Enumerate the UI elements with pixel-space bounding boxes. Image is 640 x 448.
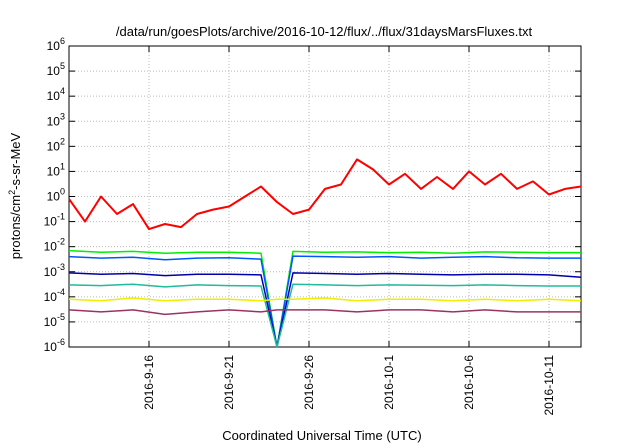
y-tick-label: 10-3 [44,262,65,279]
y-axis-label: protons/cm2-s-sr-MeV [7,132,23,259]
y-tick-label: 10-6 [44,337,65,354]
y-tick-label: 10-1 [44,212,65,229]
x-tick-label: 2016-9-26 [302,355,316,410]
y-tick-label: 102 [47,136,65,153]
y-tick-label: 10-5 [44,312,65,329]
x-tick-label: 2016-9-21 [222,355,236,410]
series-line-1 [68,158,582,231]
x-tick-label: 2016-10-11 [542,355,556,416]
y-tick-label: 103 [47,111,65,128]
y-tick-label: 10-2 [44,237,65,254]
series-line-3 [68,255,581,348]
y-tick-label: 101 [47,161,65,178]
y-axis-label-part: protons/cm [8,195,23,259]
x-axis-label: Coordinated Universal Time (UTC) [222,428,421,443]
grid-lines [69,46,581,347]
x-axis-ticks: 2016-9-16 2016-9-21 2016-9-26 2016-10-1 2016… [142,46,556,416]
series-line-7 [68,309,581,316]
series-line-4 [68,272,582,348]
series-line-2 [68,249,581,348]
y-tick-label: 104 [47,86,65,103]
x-tick-label: 2016-10-1 [382,355,396,410]
y-axis-label-part: -s-sr-MeV [8,132,23,189]
series-lines [68,158,582,348]
y-tick-label: 106 [47,36,65,53]
y-axis-ticks: 10-6 10-5 10-4 10-3 10-2 10-1 100 101 102 103 104 1… [44,36,581,354]
y-tick-label: 10-4 [44,287,65,304]
chart-title: /data/run/goesPlots/archive/2016-10-12/f… [116,24,533,39]
x-tick-label: 2016-10-6 [462,355,476,410]
y-axis-label-sup: 2 [7,190,17,195]
x-tick-label: 2016-9-16 [142,355,156,410]
y-tick-label: 105 [47,61,65,78]
series-line-5 [68,283,581,348]
y-tick-label: 100 [47,187,65,204]
series-line-6 [68,297,582,302]
